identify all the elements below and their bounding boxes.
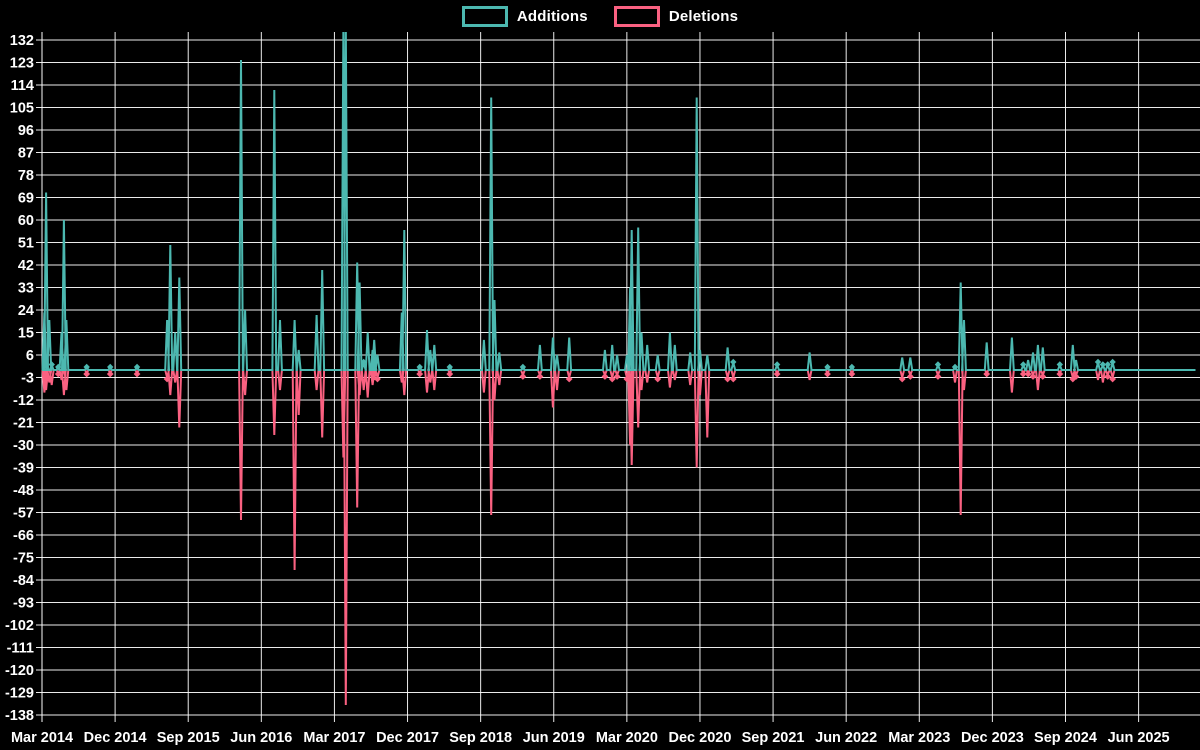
svg-text:Dec 2017: Dec 2017 [376,730,439,746]
svg-text:Jun 2016: Jun 2016 [230,730,292,746]
additions-legend-swatch-icon [461,6,508,27]
svg-text:Dec 2020: Dec 2020 [669,730,732,746]
svg-text:Sep 2021: Sep 2021 [742,730,805,746]
svg-text:-75: -75 [13,551,34,567]
svg-text:-120: -120 [5,663,34,679]
svg-text:Sep 2024: Sep 2024 [1034,730,1097,746]
x-axis-tick-labels: Mar 2014 Dec 2014 Sep 2015 Jun 2016 Mar 2017… [11,730,1170,746]
svg-text:-48: -48 [13,483,34,499]
svg-text:Sep 2018: Sep 2018 [449,730,512,746]
svg-text:Jun 2019: Jun 2019 [523,730,585,746]
svg-text:78: 78 [18,168,34,184]
svg-text:-138: -138 [5,708,34,724]
svg-text:-111: -111 [7,641,34,657]
deletions-legend-swatch-icon [613,6,660,27]
legend-item-additions[interactable]: Additions [461,6,588,27]
chart-legend: Additions Deletions [0,6,1200,27]
svg-text:15: 15 [18,326,34,342]
svg-text:123: 123 [10,56,34,72]
svg-text:Mar 2017: Mar 2017 [303,730,365,746]
svg-text:-84: -84 [13,573,34,589]
svg-text:87: 87 [18,146,34,162]
svg-text:69: 69 [18,191,34,207]
svg-text:-57: -57 [13,506,34,522]
svg-text:-3: -3 [21,371,34,387]
svg-text:Sep 2015: Sep 2015 [157,730,220,746]
svg-text:-30: -30 [13,438,34,454]
svg-text:105: 105 [10,101,34,117]
svg-text:51: 51 [18,236,34,252]
plot-area [41,32,1196,706]
svg-text:60: 60 [18,213,34,229]
svg-text:-129: -129 [5,686,34,702]
deletions-legend-label: Deletions [668,8,739,25]
svg-text:Dec 2014: Dec 2014 [84,730,147,746]
y-axis-tick-labels: 132 123 114 105 96 87 78 69 60 51 42 33 24 15 6 -3 -12 -2… [5,33,34,724]
svg-text:-21: -21 [13,416,34,432]
svg-text:Mar 2020: Mar 2020 [596,730,658,746]
svg-text:42: 42 [18,258,34,274]
svg-text:6: 6 [26,348,34,364]
svg-text:-93: -93 [13,596,34,612]
additions-series [41,32,1196,371]
svg-text:132: 132 [10,33,34,49]
svg-text:33: 33 [18,281,34,297]
svg-text:Mar 2023: Mar 2023 [888,730,950,746]
svg-text:-102: -102 [5,618,34,634]
legend-item-deletions[interactable]: Deletions [613,6,739,27]
svg-text:Mar 2014: Mar 2014 [11,730,73,746]
svg-text:24: 24 [18,303,34,319]
svg-text:-12: -12 [13,393,34,409]
svg-text:-66: -66 [13,528,34,544]
svg-text:96: 96 [18,123,34,139]
gridlines [36,32,1200,722]
deletions-series [41,369,1196,706]
additions-legend-label: Additions [516,8,588,25]
svg-text:-39: -39 [13,461,34,477]
svg-text:Jun 2022: Jun 2022 [815,730,877,746]
svg-text:Dec 2023: Dec 2023 [961,730,1024,746]
svg-text:Jun 2025: Jun 2025 [1108,730,1170,746]
svg-text:114: 114 [11,78,34,94]
